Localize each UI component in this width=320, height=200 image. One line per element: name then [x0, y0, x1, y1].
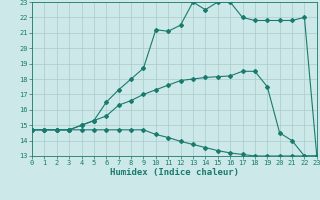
X-axis label: Humidex (Indice chaleur): Humidex (Indice chaleur)	[110, 168, 239, 177]
